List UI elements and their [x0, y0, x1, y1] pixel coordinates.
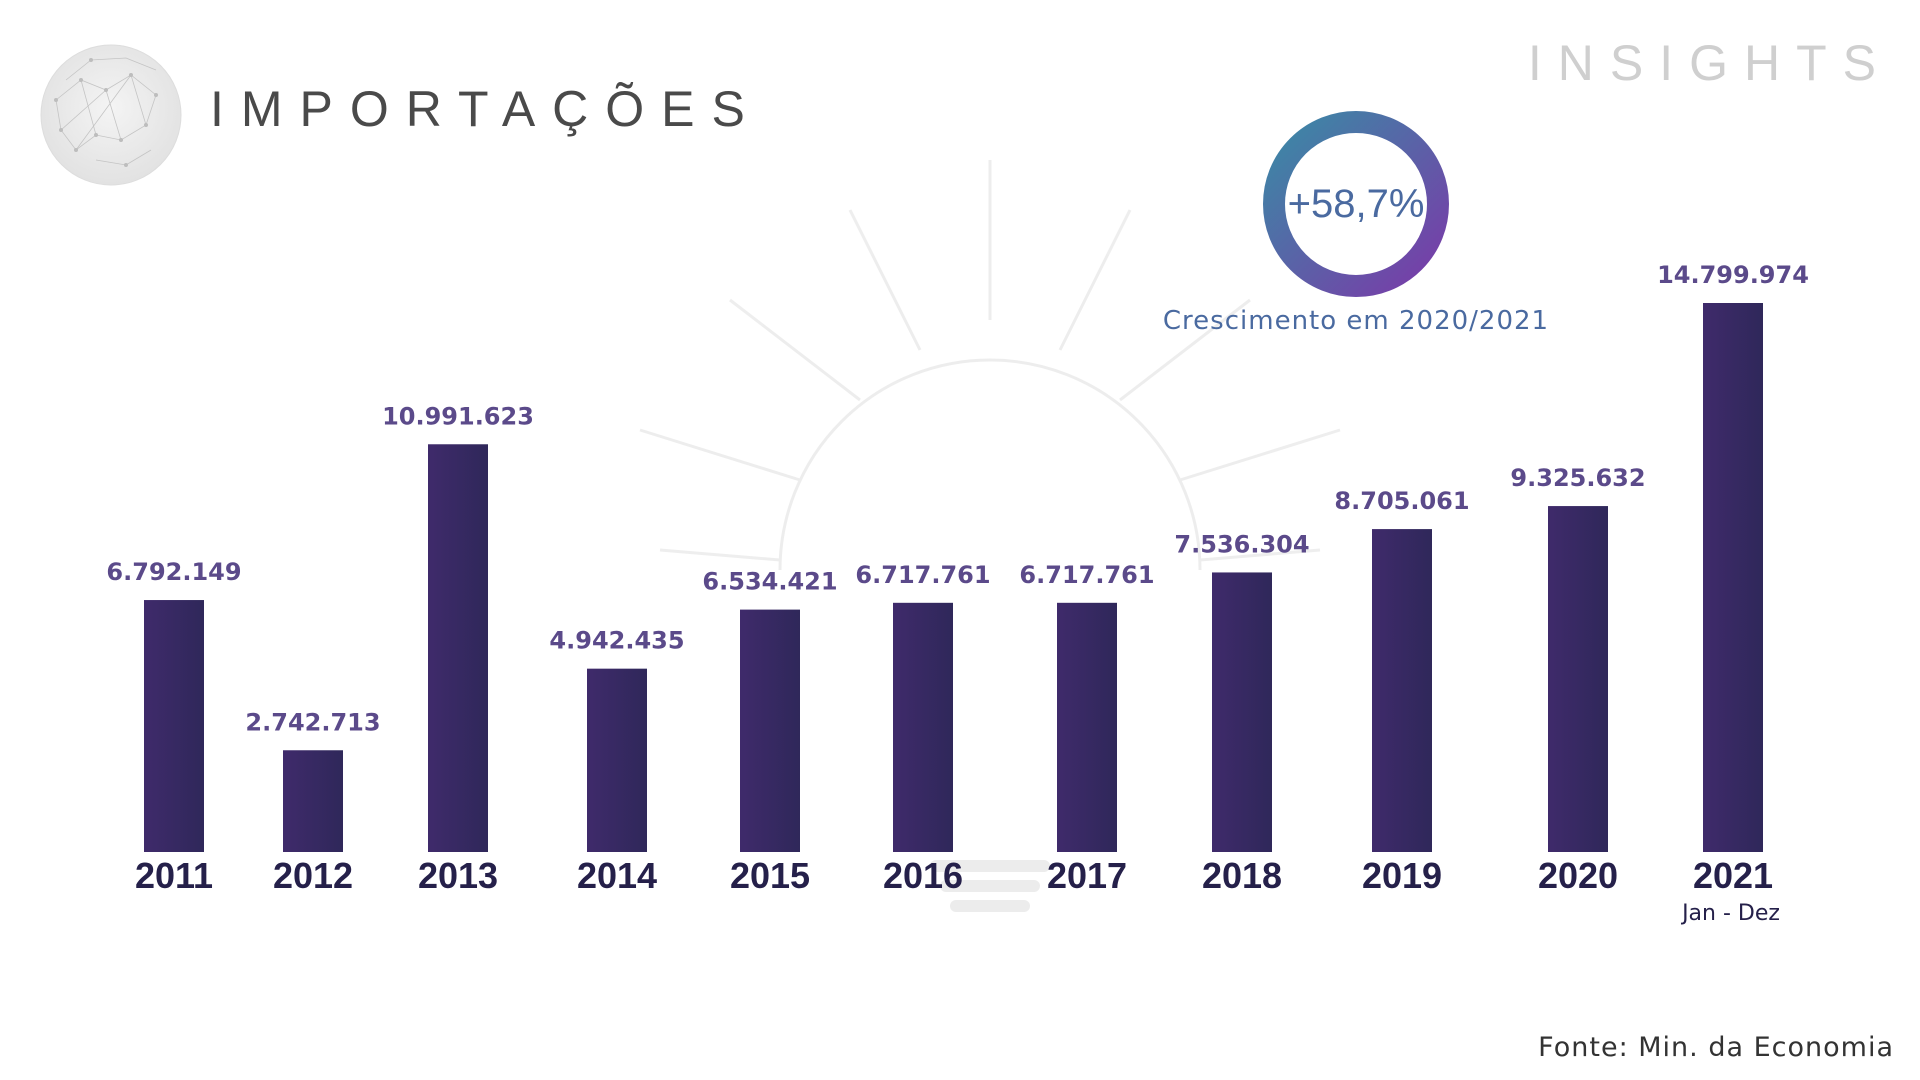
year-label-2017: 2017	[1047, 855, 1127, 896]
globe-logo-icon	[40, 44, 182, 186]
bar-2021	[1703, 303, 1763, 852]
bar-2020	[1548, 506, 1608, 852]
year-label-2012: 2012	[273, 855, 353, 896]
brand-wordmark: INSIGHTS	[1527, 35, 1892, 91]
value-label-2021: 14.799.974	[1657, 261, 1809, 289]
value-label-2016: 6.717.761	[855, 561, 990, 589]
bar-2019	[1372, 529, 1432, 852]
growth-ring	[1263, 111, 1449, 297]
value-label-2017: 6.717.761	[1019, 561, 1154, 589]
value-label-2011: 6.792.149	[106, 558, 241, 586]
year-label-2015: 2015	[730, 855, 810, 896]
page-title: IMPORTAÇÕES	[210, 81, 762, 137]
year-label-2014: 2014	[577, 855, 657, 896]
year-label-2013: 2013	[418, 855, 498, 896]
value-label-2015: 6.534.421	[702, 568, 837, 596]
bar-2017	[1057, 602, 1117, 852]
bar-2013	[428, 444, 488, 852]
lightbulb-watermark-icon	[639, 160, 1341, 912]
year-label-2018: 2018	[1202, 855, 1282, 896]
year-label-2020: 2020	[1538, 855, 1618, 896]
bar-2012	[283, 750, 343, 852]
value-label-2013: 10.991.623	[382, 402, 534, 430]
bar-2018	[1212, 572, 1272, 852]
year-sublabel-2021: Jan - Dez	[1680, 901, 1780, 926]
value-label-2018: 7.536.304	[1174, 530, 1309, 558]
year-label-2011: 2011	[135, 855, 213, 896]
bar-2011	[144, 600, 204, 852]
year-label-2016: 2016	[883, 855, 963, 896]
value-label-2020: 9.325.632	[1510, 464, 1645, 492]
value-label-2014: 4.942.435	[549, 627, 684, 655]
source-note: Fonte: Min. da Economia	[1538, 1032, 1894, 1063]
growth-percentage: +58,7%	[1287, 181, 1425, 226]
year-label-2019: 2019	[1362, 855, 1442, 896]
year-label-2021: 2021	[1693, 855, 1773, 896]
bar-2015	[740, 609, 800, 852]
value-label-2012: 2.742.713	[245, 708, 380, 736]
value-label-2019: 8.705.061	[1334, 487, 1469, 515]
growth-caption: Crescimento em 2020/2021	[1162, 306, 1550, 336]
bar-2014	[587, 668, 647, 852]
bar-2016	[893, 602, 953, 852]
